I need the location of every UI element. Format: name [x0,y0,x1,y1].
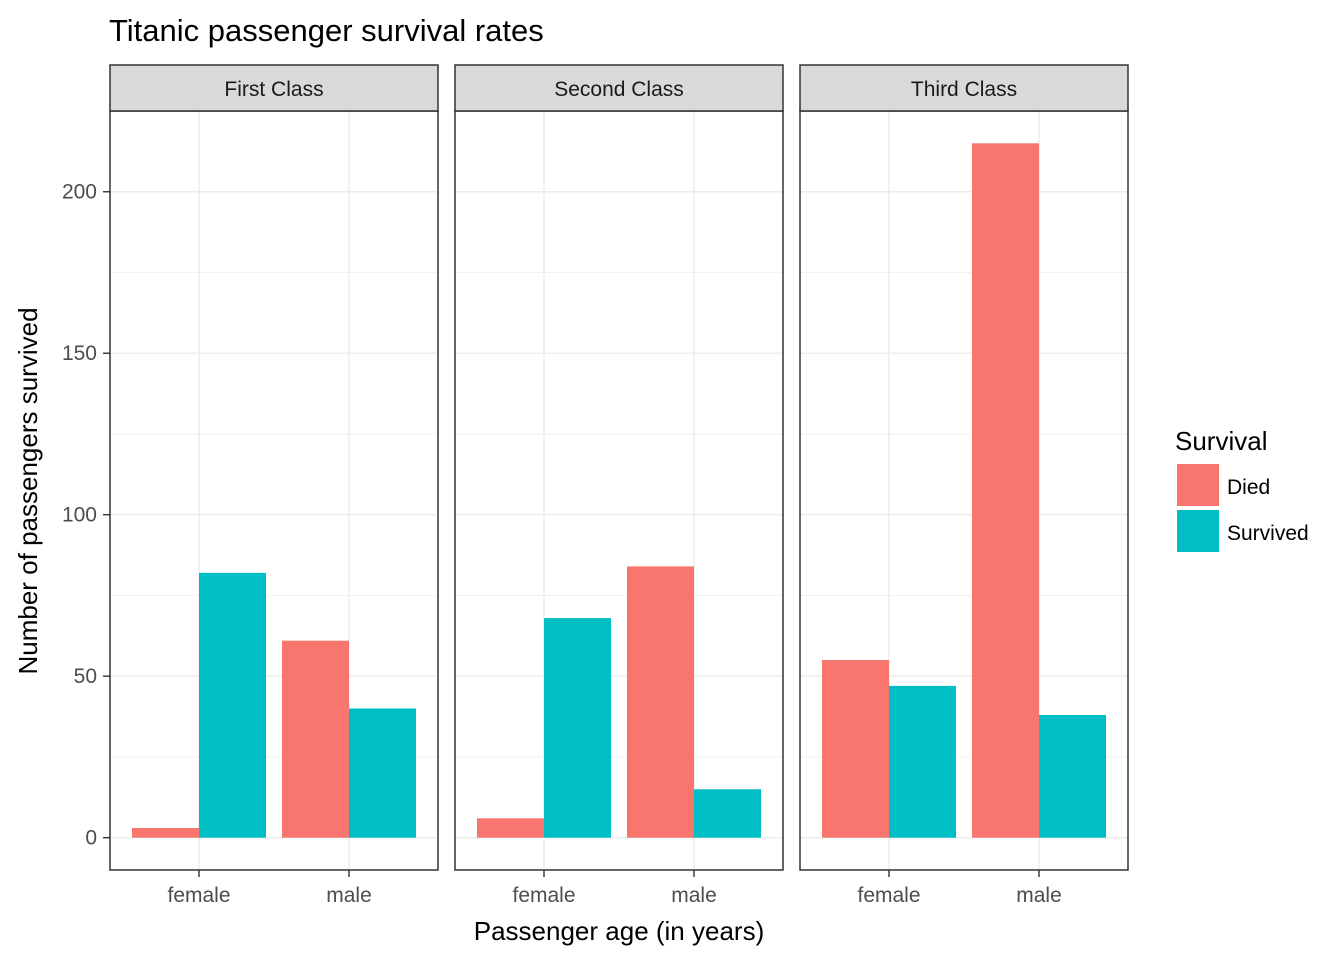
y-axis-title: Number of passengers survived [13,307,43,674]
legend-key-died [1177,464,1219,506]
y-tick-label: 50 [74,665,97,688]
y-axis: 0 50 100 150 200 [62,181,110,850]
bar-survived-female [544,618,611,838]
x-tick-label: female [512,884,575,907]
bar-died-male [972,143,1039,838]
x-tick-label: male [1016,884,1062,907]
bar-survived-female [889,685,956,838]
strip-background [454,64,784,112]
x-tick-label: female [857,884,920,907]
bar-survived-female [199,572,266,838]
x-tick-label: male [671,884,717,907]
bar-died-female [822,660,889,838]
strip-label: Third Class [911,78,1017,101]
facet-panels: First Class female male Second Class female m… [62,64,1129,907]
legend: Survival Died Survived [1175,426,1309,552]
bar-died-male [282,640,349,838]
strip-background [799,64,1129,112]
facet-first-class: First Class female male [109,64,439,907]
chart-title: Titanic passenger survival rates [109,13,544,48]
strip-label: First Class [224,78,323,101]
strip-background [109,64,439,112]
y-tick-label: 150 [62,342,97,365]
x-tick-label: female [167,884,230,907]
bar-died-female [132,828,199,838]
bar-survived-male [694,789,761,838]
panel-background [455,111,783,870]
facet-third-class: Third Class female male [799,64,1129,907]
legend-label-survived: Survived [1227,522,1309,545]
legend-key-survived [1177,510,1219,552]
y-tick-label: 100 [62,504,97,527]
facet-second-class: Second Class female male [454,64,784,907]
x-axis-title: Passenger age (in years) [474,916,764,946]
x-tick-label: male [326,884,372,907]
strip-label: Second Class [554,78,684,101]
legend-label-died: Died [1227,476,1270,499]
bar-survived-male [1039,714,1106,838]
legend-title: Survival [1175,426,1267,456]
bar-died-male [627,566,694,838]
bar-survived-male [349,708,416,838]
bar-died-female [477,818,544,838]
y-tick-label: 200 [62,181,97,204]
y-tick-label: 0 [85,827,97,850]
